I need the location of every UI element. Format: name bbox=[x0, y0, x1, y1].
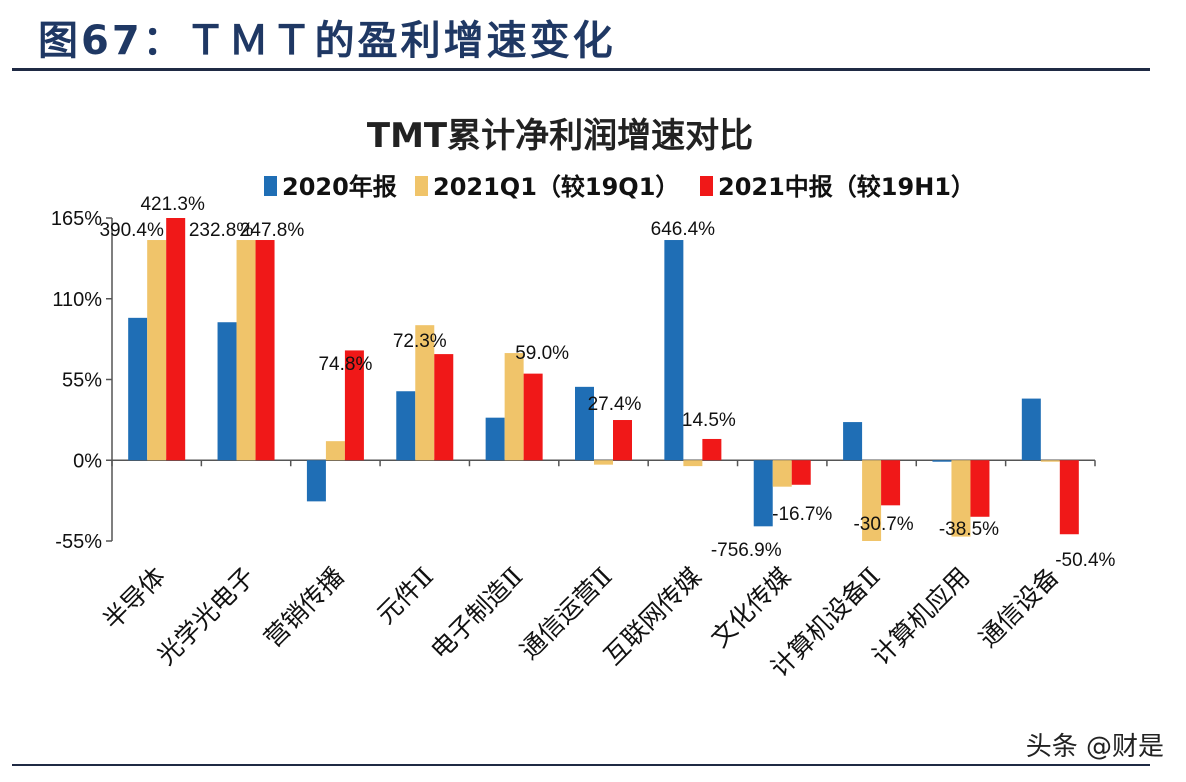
y-tick-label: -55% bbox=[55, 531, 102, 553]
data-label: 232.8% bbox=[189, 220, 254, 241]
data-label: -16.7% bbox=[772, 504, 832, 525]
bar bbox=[791, 460, 811, 485]
legend-swatch bbox=[415, 176, 428, 196]
watermark: 头条 @财是 bbox=[1025, 732, 1164, 762]
bar bbox=[1040, 460, 1060, 462]
category-label: 光学光电子 bbox=[151, 562, 260, 671]
bar bbox=[485, 417, 505, 461]
bar bbox=[702, 438, 722, 461]
category-label: 互联网传媒 bbox=[598, 562, 707, 671]
category-label: 半导体 bbox=[97, 562, 171, 636]
legend-entry: 2021Q1（较19Q1） bbox=[433, 173, 679, 201]
bar bbox=[575, 386, 594, 461]
bar bbox=[843, 422, 863, 461]
bar bbox=[344, 350, 364, 461]
bar bbox=[753, 460, 773, 527]
legend: 2020年报 2021Q1（较19Q1） 2021中报（较19H1） bbox=[264, 173, 975, 201]
bar bbox=[415, 325, 435, 461]
data-label: 646.4% bbox=[651, 219, 716, 240]
legend-swatch bbox=[264, 176, 277, 196]
bar bbox=[683, 460, 703, 467]
category-label: 文化传媒 bbox=[705, 562, 796, 653]
bar bbox=[932, 460, 952, 462]
bar bbox=[166, 218, 186, 461]
bar bbox=[881, 460, 901, 506]
data-label: -50.4% bbox=[1055, 550, 1115, 571]
y-axis: -55% 0% 55% 110% 165% bbox=[51, 208, 1096, 553]
data-label: 390.4% bbox=[99, 220, 164, 241]
data-label: 72.3% bbox=[393, 331, 447, 352]
bar bbox=[217, 322, 237, 461]
data-label: 74.8% bbox=[318, 354, 372, 375]
data-labels: 646.4% -756.9% 390.4% 232.8% 421.3% 247.8% 74.… bbox=[99, 194, 1115, 571]
bar bbox=[306, 460, 326, 502]
data-label: 247.8% bbox=[240, 220, 305, 241]
data-label: -38.5% bbox=[939, 519, 999, 540]
y-tick-label: 110% bbox=[52, 289, 102, 311]
bar bbox=[128, 317, 148, 461]
data-label: 14.5% bbox=[682, 410, 736, 431]
bar bbox=[970, 460, 990, 517]
category-label: 营销传播 bbox=[258, 562, 349, 653]
y-tick-label: 0% bbox=[73, 450, 102, 472]
data-label: 59.0% bbox=[515, 343, 569, 364]
bar bbox=[772, 460, 792, 487]
category-label: 通信设备 bbox=[973, 562, 1064, 653]
bar bbox=[255, 240, 275, 461]
legend-entry: 2021中报（较19H1） bbox=[718, 173, 975, 201]
data-label: -756.9% bbox=[711, 540, 782, 561]
category-label: 元件Ⅱ bbox=[371, 562, 439, 630]
category-label: 计算机应用 bbox=[866, 562, 975, 671]
data-label: -30.7% bbox=[853, 514, 913, 535]
legend-swatch bbox=[700, 176, 713, 196]
header-divider bbox=[12, 68, 1150, 71]
bars bbox=[128, 218, 1079, 541]
y-tick-label: 55% bbox=[62, 370, 102, 392]
bar bbox=[862, 460, 882, 541]
bar bbox=[613, 420, 632, 461]
bar bbox=[236, 240, 256, 461]
bar bbox=[1059, 460, 1079, 535]
bar bbox=[504, 353, 524, 461]
bar bbox=[1021, 398, 1041, 461]
bar bbox=[664, 240, 684, 461]
bar bbox=[523, 373, 543, 461]
data-label: 27.4% bbox=[588, 394, 642, 415]
legend-entry: 2020年报 bbox=[282, 173, 397, 201]
bar bbox=[325, 441, 345, 461]
bar bbox=[434, 354, 454, 461]
bar bbox=[951, 460, 971, 537]
footer-divider bbox=[12, 764, 1150, 766]
bar bbox=[594, 460, 613, 465]
bar bbox=[147, 240, 167, 461]
y-tick-label: 165% bbox=[51, 208, 102, 230]
category-label: 电子制造Ⅱ bbox=[425, 562, 528, 665]
page-title: 图67：ＴＭＴ的盈利增速变化 bbox=[38, 18, 616, 64]
bar bbox=[396, 391, 416, 461]
chart-title: TMT累计净利润增速对比 bbox=[367, 116, 753, 156]
data-label: 421.3% bbox=[140, 194, 205, 215]
